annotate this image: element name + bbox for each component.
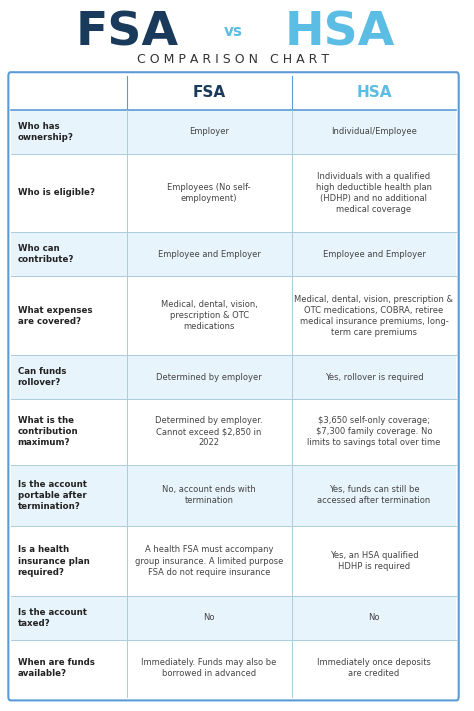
Bar	[11, 596, 456, 640]
Text: No: No	[368, 614, 380, 623]
Text: Yes, an HSA qualified
HDHP is required: Yes, an HSA qualified HDHP is required	[329, 551, 418, 571]
Text: HSA: HSA	[285, 11, 395, 55]
Bar	[11, 640, 456, 697]
Text: Can funds
rollover?: Can funds rollover?	[18, 367, 66, 387]
Text: Is the account
portable after
termination?: Is the account portable after terminatio…	[18, 480, 87, 511]
Text: Employees (No self-
employment): Employees (No self- employment)	[167, 183, 251, 203]
Bar	[11, 465, 456, 526]
Bar	[11, 76, 456, 109]
Text: Who is eligible?: Who is eligible?	[18, 188, 94, 198]
Text: $3,650 self-only coverage;
$7,300 family coverage. No
limits to savings total ov: $3,650 self-only coverage; $7,300 family…	[307, 416, 441, 447]
Text: Determined by employer: Determined by employer	[156, 373, 262, 382]
Text: A health FSA must accompany
group insurance. A limited purpose
FSA do not requir: A health FSA must accompany group insura…	[135, 545, 283, 577]
Text: Immediately. Funds may also be
borrowed in advanced: Immediately. Funds may also be borrowed …	[141, 658, 277, 678]
Text: Yes, rollover is required: Yes, rollover is required	[325, 373, 423, 382]
Bar	[11, 526, 456, 596]
Bar	[11, 232, 456, 277]
Bar	[11, 355, 456, 399]
Text: No: No	[203, 614, 215, 623]
Text: Employee and Employer: Employee and Employer	[158, 250, 261, 259]
Text: Employer: Employer	[189, 127, 229, 136]
Text: Medical, dental, vision,
prescription & OTC
medications: Medical, dental, vision, prescription & …	[161, 300, 257, 331]
Text: What expenses
are covered?: What expenses are covered?	[18, 306, 92, 326]
Text: Is the account
taxed?: Is the account taxed?	[18, 608, 87, 628]
Text: Who can
contribute?: Who can contribute?	[18, 245, 74, 264]
Text: Employee and Employer: Employee and Employer	[322, 250, 425, 259]
Text: Who has
ownership?: Who has ownership?	[18, 122, 73, 141]
Text: FSA: FSA	[192, 85, 226, 100]
Text: Medical, dental, vision, prescription &
OTC medications, COBRA, retiree
medical : Medical, dental, vision, prescription & …	[294, 294, 454, 337]
Text: Yes, funds can still be
accessed after termination: Yes, funds can still be accessed after t…	[318, 486, 430, 506]
Text: Individuals with a qualified
high deductible health plan
(HDHP) and no additiona: Individuals with a qualified high deduct…	[316, 172, 432, 214]
Text: C O M P A R I S O N   C H A R T: C O M P A R I S O N C H A R T	[137, 53, 329, 66]
Text: Determined by employer.
Cannot exceed $2,850 in
2022: Determined by employer. Cannot exceed $2…	[155, 416, 263, 447]
Text: Is a health
insurance plan
required?: Is a health insurance plan required?	[18, 545, 90, 577]
Text: When are funds
available?: When are funds available?	[18, 658, 94, 678]
Text: No, account ends with
termination: No, account ends with termination	[162, 486, 256, 506]
Text: Individual/Employee: Individual/Employee	[331, 127, 417, 136]
Text: FSA: FSA	[75, 11, 178, 55]
Text: HSA: HSA	[356, 85, 392, 100]
Text: vs: vs	[224, 23, 243, 38]
Text: Immediately once deposits
are credited: Immediately once deposits are credited	[317, 658, 431, 678]
Text: What is the
contribution
maximum?: What is the contribution maximum?	[18, 416, 78, 447]
Bar	[11, 109, 456, 154]
Bar	[11, 399, 456, 465]
